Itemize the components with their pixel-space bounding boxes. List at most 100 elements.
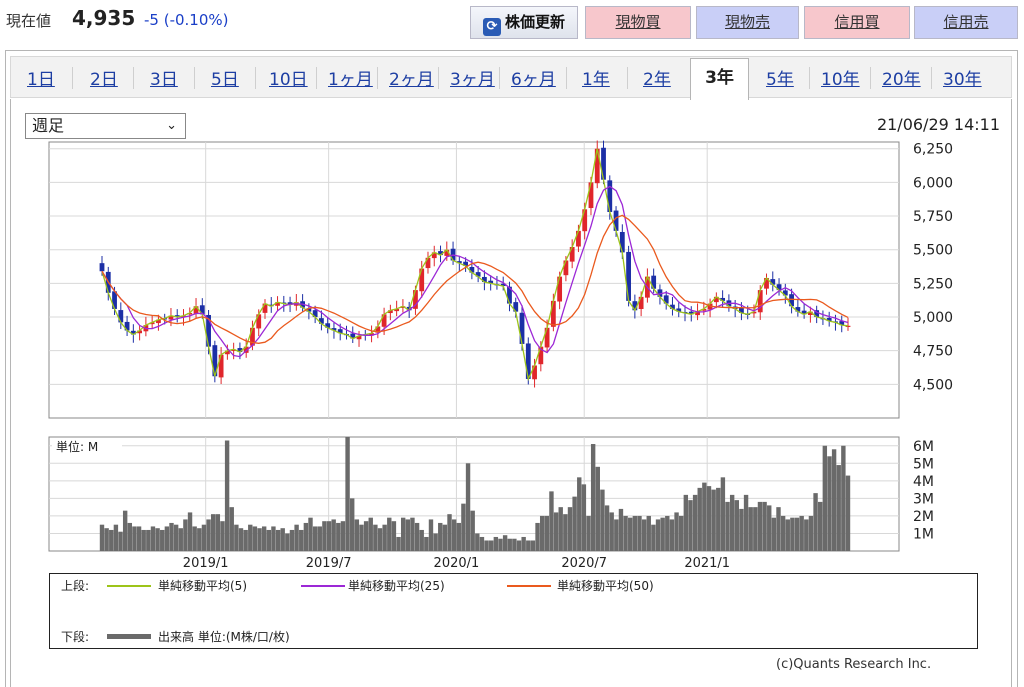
candle-body	[174, 315, 180, 318]
candle-body	[764, 277, 769, 289]
volume-bar	[785, 519, 790, 551]
price-bar: 現在値 4,935 -5 (-0.10%) ⟳ 株価更新 現物買 現物売 信用買 …	[0, 0, 1024, 44]
tab-20y[interactable]: 20年	[882, 70, 921, 90]
volume-bar	[336, 522, 341, 551]
tab-30y[interactable]: 30年	[943, 70, 982, 90]
volume-bar	[623, 515, 628, 551]
volume-bar	[563, 514, 568, 551]
volume-bar	[410, 517, 415, 551]
tab-3m[interactable]: 3ヶ月	[450, 70, 495, 90]
volume-bar	[465, 463, 471, 551]
volume-bar	[280, 528, 285, 551]
legend-ma25: 単純移動平均(25)	[348, 579, 445, 593]
cash-buy-button[interactable]: 現物買	[585, 6, 691, 39]
candle-body	[218, 354, 224, 378]
volume-bar	[632, 515, 638, 551]
tab-2y[interactable]: 2年	[643, 70, 671, 90]
volume-bar	[720, 477, 726, 551]
volume-bar	[604, 505, 610, 551]
candle-body	[576, 230, 581, 247]
tab-5y[interactable]: 5年	[766, 70, 794, 90]
volume-bar	[150, 526, 156, 551]
tab-10y[interactable]: 10年	[821, 70, 860, 90]
volume-bar	[396, 536, 401, 551]
tab-2d[interactable]: 2日	[90, 70, 118, 90]
refresh-icon: ⟳	[482, 18, 501, 36]
volume-bar	[692, 494, 698, 551]
volume-bar	[600, 489, 605, 551]
volume-tick-label: 6M	[913, 439, 934, 455]
candle-body	[130, 330, 136, 335]
volume-bar	[136, 526, 142, 551]
tab-1y[interactable]: 1年	[582, 70, 610, 90]
candle-body	[181, 315, 186, 318]
volume-bar	[113, 524, 119, 551]
volume-bar	[243, 529, 248, 551]
moving-average-lines	[101, 148, 849, 382]
volume-bar	[354, 519, 360, 551]
tab-3y[interactable]: 3年	[690, 58, 749, 100]
candle-body	[839, 321, 845, 326]
candle-body	[463, 261, 468, 266]
tab-1m[interactable]: 1ヶ月	[328, 70, 373, 90]
margin-buy-button[interactable]: 信用買	[804, 6, 910, 39]
candle-body	[550, 300, 556, 327]
legend-upper-label: 上段:	[61, 579, 90, 593]
candle-body	[325, 323, 331, 328]
volume-bar	[539, 515, 545, 551]
volume-bar	[530, 540, 536, 551]
volume-bar	[183, 519, 188, 551]
price-tick-label: 6,250	[913, 142, 953, 158]
volume-bar	[215, 514, 221, 551]
tab-10d[interactable]: 10日	[269, 70, 308, 90]
volume-unit-label: 単位: M	[56, 439, 98, 454]
tab-6m[interactable]: 6ヶ月	[511, 70, 556, 90]
volume-bar	[743, 494, 749, 551]
volume-bar	[146, 529, 151, 551]
tab-1d[interactable]: 1日	[27, 70, 55, 90]
volume-bars	[99, 437, 851, 551]
price-tick-label: 5,000	[913, 310, 953, 326]
volume-bar	[674, 512, 679, 551]
tab-3d[interactable]: 3日	[150, 70, 178, 90]
volume-bar	[155, 528, 160, 551]
candle-body	[224, 350, 230, 355]
candle-body	[212, 345, 218, 377]
volume-bar	[104, 528, 109, 551]
margin-sell-button[interactable]: 信用売	[914, 6, 1018, 39]
volume-bar	[767, 505, 772, 551]
volume-bar	[359, 524, 364, 551]
volume-bar	[192, 526, 197, 551]
volume-bar	[178, 528, 183, 551]
candle-body	[663, 295, 669, 304]
cash-sell-button[interactable]: 現物売	[696, 6, 799, 39]
volume-bar	[655, 519, 661, 551]
volume-bar	[99, 524, 105, 551]
candle-body	[814, 310, 820, 318]
volume-bar	[475, 533, 480, 551]
volume-bar	[498, 538, 503, 551]
volume-bar	[373, 524, 378, 551]
volume-bar	[424, 536, 429, 551]
candle-body	[350, 333, 356, 339]
volume-bar	[637, 515, 642, 551]
tab-2m[interactable]: 2ヶ月	[389, 70, 434, 90]
volume-bar	[456, 522, 461, 551]
volume-bar	[507, 538, 512, 551]
volume-bar	[725, 501, 730, 551]
candle-body	[688, 311, 694, 315]
period-select[interactable]: 週足 ⌄	[25, 113, 186, 139]
tab-5d[interactable]: 5日	[211, 70, 239, 90]
candle-body	[632, 301, 638, 311]
refresh-price-button[interactable]: ⟳ 株価更新	[470, 6, 578, 39]
volume-bar	[841, 445, 846, 551]
candle-body	[262, 303, 268, 313]
price-change: -5 (-0.10%)	[144, 11, 229, 29]
volume-bar	[706, 486, 712, 551]
candle-body	[507, 286, 512, 304]
volume-bar	[836, 465, 841, 551]
volume-bar	[748, 507, 753, 551]
volume-bar	[526, 540, 531, 551]
volume-bar	[438, 522, 443, 551]
date-tick-label: 2021/1	[684, 556, 730, 571]
